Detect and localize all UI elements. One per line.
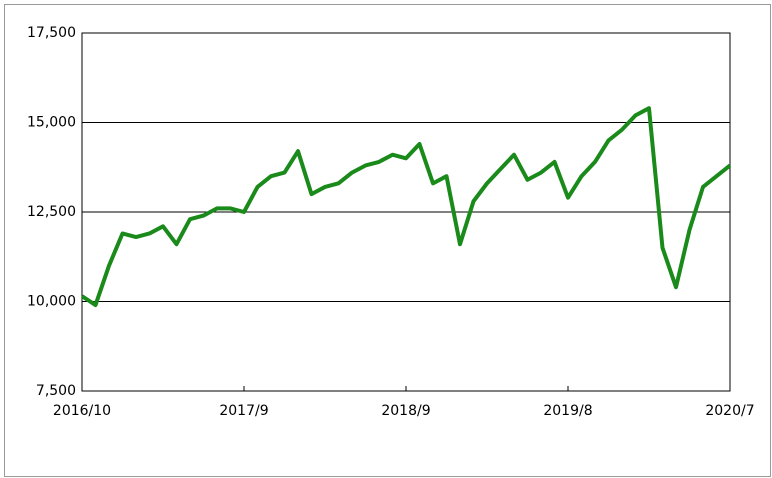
x-tick-label: 2018/9 [381,403,430,419]
x-tick-label: 2016/10 [53,403,111,419]
y-tick-label: 15,000 [27,115,76,131]
x-tick-label: 2020/7 [705,403,754,419]
y-tick-label: 7,500 [36,383,76,399]
x-tick-label: 2019/8 [543,403,592,419]
frame [4,4,771,477]
y-tick-label: 10,000 [27,294,76,310]
data-line [80,106,732,308]
y-tick-label: 17,500 [27,25,76,41]
x-tick-label: 2017/9 [219,403,268,419]
y-tick-label: 12,500 [27,204,76,220]
